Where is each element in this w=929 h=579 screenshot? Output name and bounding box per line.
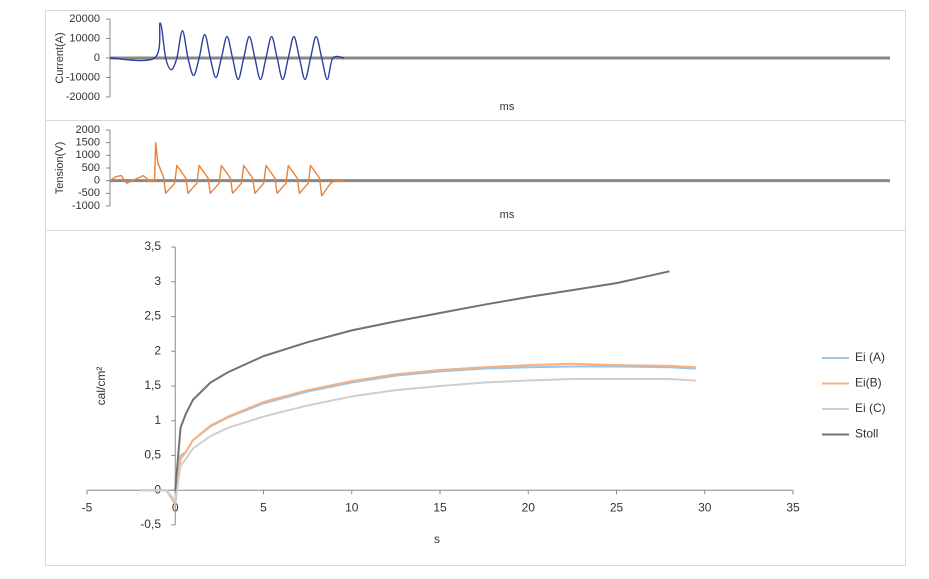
x-tick-label: -5 xyxy=(82,500,93,514)
y-tick-label: -0,5 xyxy=(140,517,161,531)
y-tick-label: 0,5 xyxy=(144,448,161,462)
y-tick-label: 2 xyxy=(154,343,161,357)
y-tick-label: -20000 xyxy=(66,91,100,103)
frame xyxy=(45,10,906,566)
y-tick-label: 0 xyxy=(94,52,100,64)
y-tick-label: 1500 xyxy=(76,137,100,149)
y-axis-label: cal/cm² xyxy=(94,367,108,406)
y-tick-label: 500 xyxy=(82,162,100,174)
x-axis-label: ms xyxy=(500,101,515,113)
x-tick-label: 10 xyxy=(345,500,359,514)
x-tick-label: 15 xyxy=(433,500,447,514)
y-tick-label: -1000 xyxy=(72,200,100,212)
x-tick-label: 20 xyxy=(522,500,536,514)
x-tick-label: 25 xyxy=(610,500,624,514)
series-line xyxy=(109,141,344,197)
series-line xyxy=(139,378,696,502)
legend-label: Ei (A) xyxy=(855,350,885,364)
y-tick-label: 3 xyxy=(154,274,161,288)
y-tick-label: 10000 xyxy=(69,32,100,44)
y-tick-label: 0 xyxy=(94,175,100,187)
series-line xyxy=(109,22,345,81)
series-line xyxy=(139,365,696,506)
series-line xyxy=(139,362,696,506)
x-tick-label: 30 xyxy=(698,500,712,514)
y-tick-label: -500 xyxy=(78,187,100,199)
legend-label: Stoll xyxy=(855,427,878,441)
legend-label: Ei(B) xyxy=(855,376,882,390)
x-tick-label: 5 xyxy=(260,500,267,514)
y-axis-label: Current(A) xyxy=(54,32,66,83)
series-line xyxy=(174,270,670,491)
y-tick-label: 1000 xyxy=(76,149,100,161)
y-tick-label: 2000 xyxy=(76,124,100,136)
y-axis-label: Tension(V) xyxy=(54,142,66,195)
y-tick-label: 20000 xyxy=(69,13,100,25)
legend-label: Ei (C) xyxy=(855,401,886,415)
y-tick-label: 1,5 xyxy=(144,378,161,392)
x-axis-label: s xyxy=(434,532,440,546)
chart: -0,500,511,522,533,5-505101520253035cal/… xyxy=(82,239,886,546)
y-tick-label: 1 xyxy=(154,413,161,427)
x-axis-label: ms xyxy=(500,209,515,221)
y-tick-label: 3,5 xyxy=(144,239,161,253)
y-tick-label: 2,5 xyxy=(144,309,161,323)
x-tick-label: 35 xyxy=(786,500,800,514)
y-tick-label: -10000 xyxy=(66,71,100,83)
